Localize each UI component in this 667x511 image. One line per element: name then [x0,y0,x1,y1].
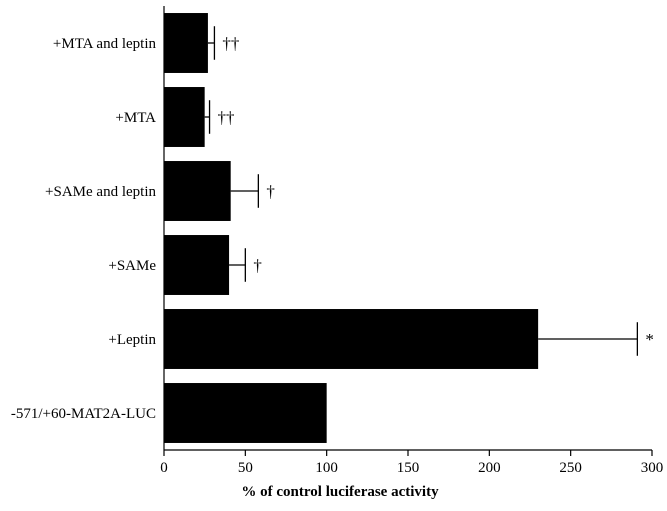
x-tick-label: 100 [315,460,338,476]
x-tick-label: 250 [559,460,582,476]
bar [164,309,539,369]
category-label: +SAMe and leptin [45,184,156,200]
significance-mark: † [253,256,261,275]
category-label: +Leptin [108,332,156,348]
bar [164,13,208,73]
significance-mark: †† [222,34,239,53]
x-tick-label: 150 [397,460,420,476]
error-bars-layer [204,26,639,356]
bar [164,87,205,147]
x-tick-label: 0 [160,460,168,476]
category-label: -571/+60-MAT2A-LUC [11,406,156,422]
significance-mark: * [645,330,654,349]
bar [164,235,230,295]
bar [164,161,231,221]
category-label: +MTA and leptin [53,36,157,52]
category-labels-layer: +MTA and leptin +MTA +SAMe and leptin +SAMe… [11,36,157,422]
x-tick-label: 300 [641,460,664,476]
bars-layer [164,13,539,443]
x-ticks-layer: 0 50 100 150 200 250 300 [160,450,663,476]
significance-mark: † [266,182,275,201]
x-tick-label: 50 [238,460,253,476]
bar [164,383,327,443]
significance-mark: †† [218,108,235,127]
category-label: +MTA [115,110,156,126]
annotations-layer: ††††††* [218,34,654,349]
category-label: +SAMe [108,258,156,274]
x-axis-label: % of control luciferase activity [241,484,439,500]
x-tick-label: 200 [478,460,501,476]
